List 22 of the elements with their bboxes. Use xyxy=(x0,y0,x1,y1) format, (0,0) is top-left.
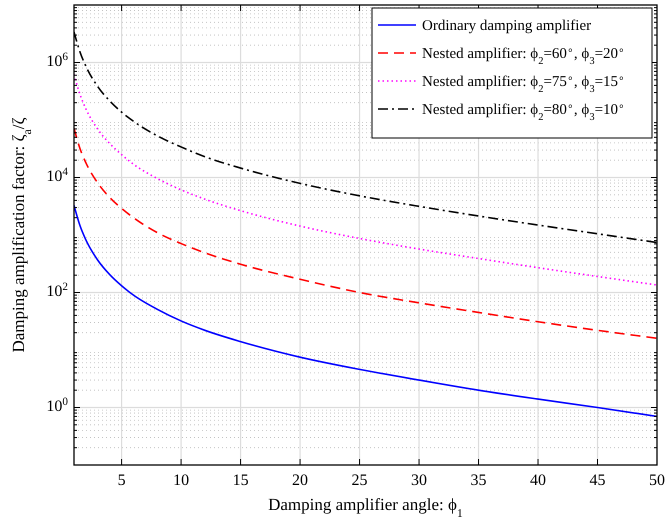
y-tick-label: 10$^{4}$ xyxy=(46,166,68,185)
line-series xyxy=(74,127,657,340)
x-tick-label: 30 xyxy=(411,472,428,489)
line-series xyxy=(74,74,657,286)
x-tick-label: 5 xyxy=(118,472,126,489)
x-tick-label: 50 xyxy=(649,472,665,489)
legend-label: Nested amplifier: ϕ$_{2}$=60$^{∘}$, ϕ$_{3}$=20$^{∘}$ xyxy=(422,44,626,66)
y-tick-label: 10$^{2}$ xyxy=(46,280,68,300)
legend-label: Nested amplifier: ϕ$_{2}$=80$^{∘}$, ϕ$_{3}$=10$^{∘}$ xyxy=(422,100,626,122)
legend-label: Ordinary damping amplifier xyxy=(422,18,592,34)
x-tick-label: 40 xyxy=(530,472,546,489)
y-tick-label: 10$^{6}$ xyxy=(46,50,68,70)
x-tick-label: 10 xyxy=(173,472,190,489)
legend-label: Nested amplifier: ϕ$_{2}$=75$^{∘}$, ϕ$_{3}$=15$^{∘}$ xyxy=(422,72,626,94)
x-tick-label: 35 xyxy=(470,472,487,489)
x-tick-label: 25 xyxy=(352,472,368,489)
line-series xyxy=(74,204,657,418)
x-tick-label: 20 xyxy=(292,472,308,489)
x-tick-label: 45 xyxy=(590,472,606,489)
x-tick-label: 15 xyxy=(232,472,249,489)
x-axis-title: Damping amplifier angle: ϕ$_{1}$ xyxy=(268,495,463,520)
y-tick-label: 10$^{0}$ xyxy=(46,396,68,415)
